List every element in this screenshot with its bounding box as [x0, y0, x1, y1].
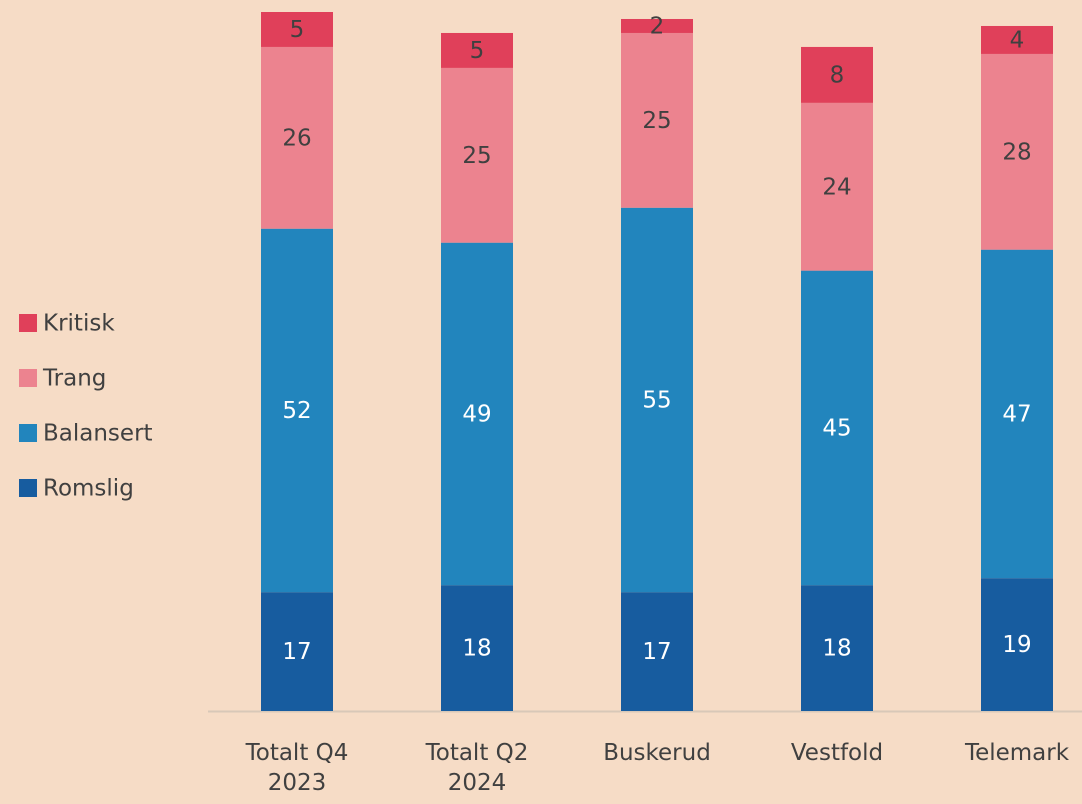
bar-segment: [981, 25, 1053, 54]
data-label: 19: [1002, 632, 1031, 658]
data-label: 17: [642, 639, 671, 665]
data-label: 8: [830, 62, 845, 88]
data-label: 2: [650, 13, 665, 39]
legend-label: Romslig: [43, 476, 134, 502]
data-label: 18: [822, 636, 851, 662]
legend-swatch: [19, 369, 37, 387]
data-label: 17: [282, 639, 311, 665]
x-tick-label: Totalt Q2 2024: [425, 740, 529, 796]
data-label: 52: [282, 398, 311, 424]
data-label: 28: [1002, 139, 1031, 165]
bar-segment: [441, 32, 513, 68]
bar-segment: [981, 53, 1053, 250]
x-tick-label: Buskerud: [603, 740, 711, 766]
bar-segment: [261, 228, 333, 593]
bar-segment: [441, 67, 513, 243]
data-label: 45: [822, 415, 851, 441]
bar-segment: [621, 592, 693, 711]
bar-segment: [801, 46, 873, 103]
data-label: 55: [642, 387, 671, 413]
data-label: 24: [822, 174, 851, 200]
data-label: 26: [282, 125, 311, 151]
bar-segment: [261, 46, 333, 229]
data-label: 49: [462, 401, 491, 427]
legend-label: Trang: [42, 366, 106, 392]
bar-segment: [621, 32, 693, 208]
x-tick-label: Totalt Q4 2023: [245, 740, 349, 796]
x-tick-label: Telemark: [964, 740, 1070, 766]
data-label: 25: [642, 108, 671, 134]
data-label: 25: [462, 143, 491, 169]
bar-segment: [981, 578, 1053, 711]
bar-segment: [441, 585, 513, 711]
bar-segment: [801, 585, 873, 711]
legend-swatch: [19, 479, 37, 497]
data-label: 4: [1010, 27, 1025, 53]
bar-segment: [981, 249, 1053, 579]
x-tick-label: Vestfold: [790, 740, 884, 766]
data-label: 47: [1002, 401, 1031, 427]
bar-segment: [441, 242, 513, 586]
bar-segment: [801, 102, 873, 271]
bar-segment: [261, 592, 333, 711]
data-label: 5: [470, 38, 485, 64]
legend-swatch: [19, 424, 37, 442]
data-label: 5: [290, 17, 305, 43]
bar-segment: [621, 207, 693, 593]
data-label: 18: [462, 636, 491, 662]
bar-segment: [261, 12, 333, 47]
legend-label: Kritisk: [43, 311, 115, 337]
bar-segment: [621, 18, 693, 33]
legend-swatch: [19, 314, 37, 332]
legend-label: Balansert: [43, 421, 153, 447]
bar-segment: [801, 270, 873, 586]
